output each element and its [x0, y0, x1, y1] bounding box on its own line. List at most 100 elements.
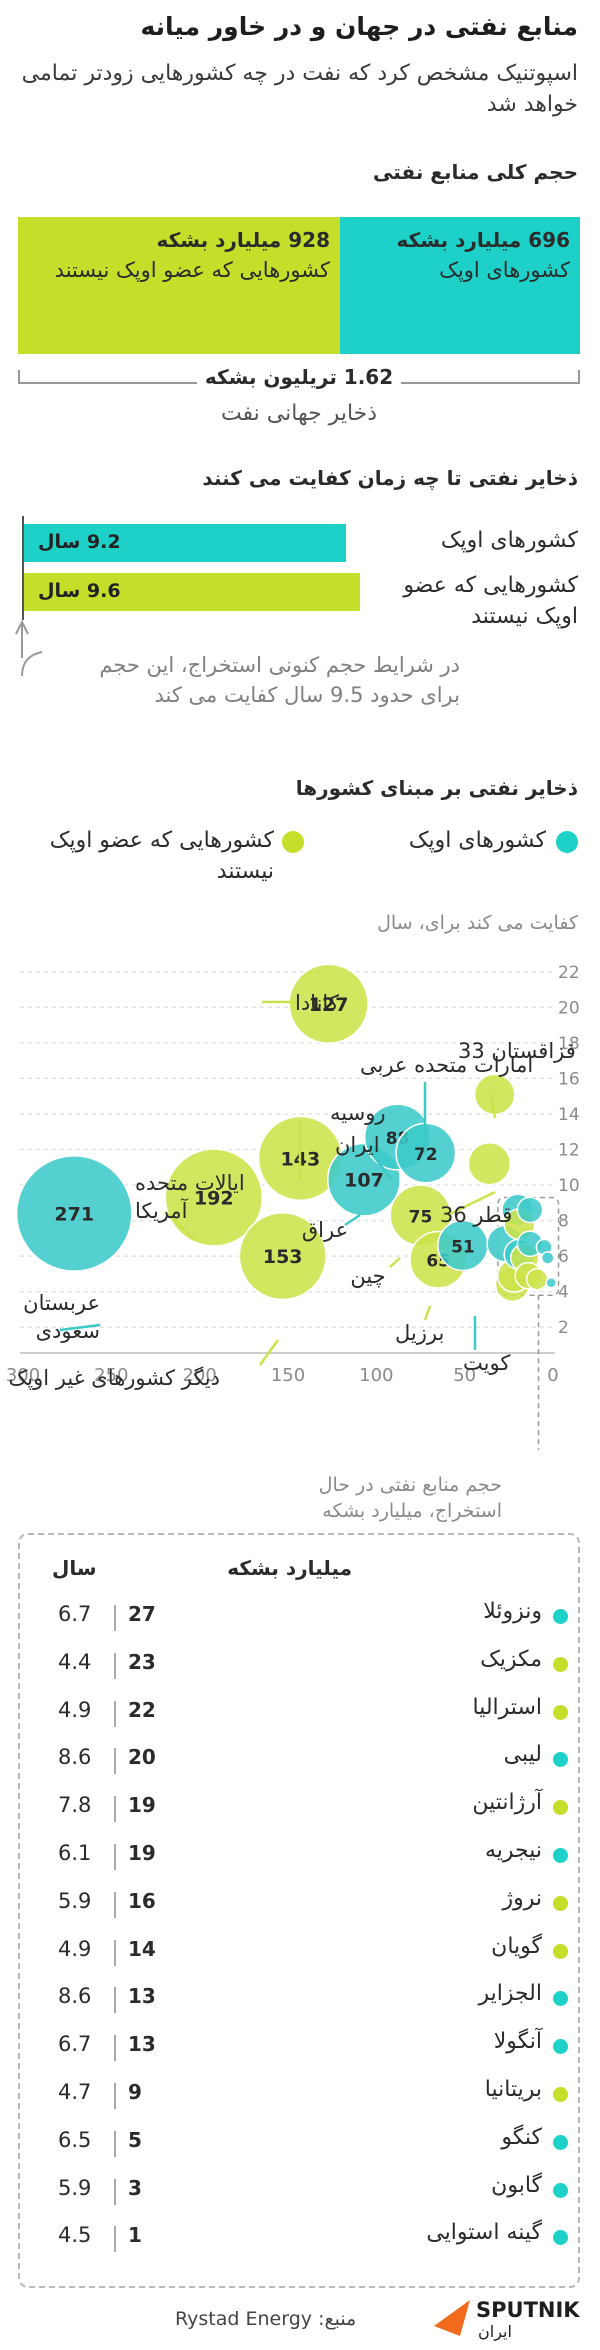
y-tick-label: 10: [558, 1176, 580, 1196]
opec-total-label: کشورهای اوپک: [439, 258, 570, 282]
y-tick-label: 6: [558, 1247, 569, 1267]
row-years: 6.5: [58, 2127, 92, 2152]
bubble-value-label: 75: [409, 1207, 433, 1227]
nonopec-total-box: 928 میلیارد بشکه کشورهایی که عضو اوپک نی…: [18, 217, 340, 354]
row-country-name: الجزایر: [478, 1981, 542, 2007]
row-group-dot: [553, 2230, 568, 2246]
row-group-dot: [553, 1800, 568, 1816]
row-years: 5.9: [58, 2175, 92, 2200]
row-group-dot: [553, 1991, 568, 2007]
y-tick-label: 14: [558, 1105, 580, 1125]
row-years: 4.4: [58, 1649, 92, 1674]
row-separator: [114, 1891, 116, 1918]
country-label: برزیل: [395, 1321, 444, 1345]
row-country-name: آرژانتین: [472, 1790, 542, 1816]
table-row: لیبی 20 8.6: [0, 1740, 600, 1784]
duration-axis-line: [22, 516, 24, 620]
world-total-label: ذخایر جهانی نفت: [220, 401, 378, 426]
country-label: کانادا: [295, 991, 339, 1015]
row-reserves: 13: [128, 2032, 156, 2057]
country-label: روسیه: [330, 1101, 385, 1125]
row-group-dot: [553, 1848, 568, 1863]
country-label: ایالات متحده: [135, 1171, 245, 1195]
country-label: چین: [350, 1264, 385, 1288]
row-reserves: 13: [128, 1984, 156, 2009]
row-country-name: کنگو: [501, 2124, 542, 2150]
bubble-ایالات-متحده-آمریکا: [164, 1148, 264, 1247]
row-years: 4.7: [58, 2080, 92, 2104]
row-separator: [114, 1652, 116, 1679]
table-row: الجزایر 13 8.6: [0, 1979, 600, 2023]
table-row: گابون 3 5.9: [0, 2171, 600, 2215]
row-reserves: 20: [128, 1745, 156, 1770]
country-label: آمریکا: [135, 1198, 189, 1223]
row-separator: [114, 1796, 116, 1823]
row-group-dot: [553, 2134, 568, 2150]
table-row: گویان 14 4.9: [0, 1932, 600, 1976]
row-reserves: 3: [128, 2175, 142, 2200]
row-separator: [114, 2130, 116, 2157]
leader-line: [488, 1091, 497, 1119]
opec-duration-label: کشورهای اوپک: [440, 528, 578, 553]
table-row: بریتانیا 9 4.7: [0, 2075, 600, 2119]
section-duration-heading: ذخایر نفتی تا چه زمان کفایت می کنند: [202, 466, 578, 490]
row-reserves: 1: [128, 2223, 142, 2248]
bubble-گینه-استوایی: [545, 1277, 557, 1289]
bubble-value-label: 107: [344, 1170, 384, 1192]
country-label: دیگر کشورهای غیر اوپک: [8, 1366, 220, 1390]
row-years: 8.6: [58, 1984, 92, 2009]
bubble-کانادا: [288, 963, 369, 1044]
country-label: کویت: [463, 1351, 510, 1375]
table-row: آرژانتین 19 7.8: [0, 1788, 600, 1832]
y-tick-label: 16: [558, 1069, 580, 1089]
world-total-wrapper: 1.62 تریلیون بشکه: [18, 365, 580, 389]
bubble-قطر-36: [467, 1141, 512, 1186]
row-years: 6.1: [58, 1841, 92, 1865]
country-label: قطر 36: [440, 1203, 512, 1227]
leader-line: [389, 1257, 401, 1268]
leader-line: [59, 1323, 101, 1332]
leader-line: [374, 1157, 393, 1181]
row-group-dot: [553, 2087, 568, 2102]
leader-line: [164, 1211, 196, 1241]
x-tick-label: 250: [94, 1365, 128, 1386]
row-separator: [114, 1605, 116, 1631]
row-country-name: گویان: [491, 1933, 542, 1959]
table-row: نیجریه 19 6.1: [0, 1836, 600, 1880]
opec-duration-value: 9.2 سال: [38, 531, 121, 553]
row-reserves: 9: [128, 2080, 142, 2104]
table-row: نروژ 16 5.9: [0, 1884, 600, 1928]
country-label: امارات متحده عربی: [360, 1053, 533, 1077]
duration-note: در شرایط حجم کنونی استخراج، این حجم برای…: [99, 653, 460, 707]
y-tick-label: 2: [558, 1318, 569, 1338]
section-by-country-heading: ذخایر نفتی بر مبنای کشورها: [295, 776, 578, 800]
row-reserves: 27: [128, 1602, 156, 1626]
row-separator: [114, 2035, 116, 2062]
row-group-dot: [553, 1609, 568, 1624]
row-country-name: بریتانیا: [484, 2077, 542, 2102]
opec-duration-bar: 9.2 سال: [24, 524, 346, 562]
x-tick-label: 150: [271, 1365, 305, 1386]
row-separator: [114, 1700, 116, 1727]
row-group-dot: [553, 1943, 568, 1959]
row-country-name: آنگولا: [493, 2029, 542, 2055]
y-tick-label: 8: [558, 1212, 569, 1232]
world-total-value: 1.62 تریلیون بشکه: [196, 365, 402, 389]
nonopec-duration-value: 9.6 سال: [38, 580, 121, 602]
row-years: 4.5: [58, 2223, 92, 2248]
row-reserves: 16: [128, 1888, 156, 1913]
country-label: سعودی: [36, 1319, 100, 1343]
row-group-dot: [553, 2039, 568, 2055]
table-row: استرالیا 22 4.9: [0, 1693, 600, 1737]
nonopec-total-label: کشورهایی که عضو اوپک نیستند: [54, 258, 330, 282]
legend-opec-label: کشورهای اوپک: [408, 828, 546, 853]
table-head-years: سال: [52, 1556, 97, 1580]
row-separator: [114, 1987, 116, 2014]
leader-line: [423, 1305, 432, 1321]
row-country-name: ونزوئلا: [483, 1599, 542, 1624]
table-row: ونزوئلا 27 6.7: [0, 1597, 600, 1641]
x-tick-label: 50: [453, 1365, 476, 1386]
bubble-value-label: 127: [309, 994, 349, 1016]
country-label: ایران: [335, 1133, 380, 1157]
